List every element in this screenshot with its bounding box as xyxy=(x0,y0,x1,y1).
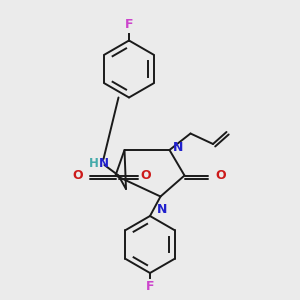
Text: N: N xyxy=(173,141,184,154)
Text: O: O xyxy=(73,169,83,182)
Text: N: N xyxy=(157,203,167,216)
Text: F: F xyxy=(146,280,154,292)
Text: F: F xyxy=(125,19,133,32)
Text: O: O xyxy=(140,169,151,182)
Text: O: O xyxy=(215,169,226,182)
Text: H: H xyxy=(89,157,99,170)
Text: N: N xyxy=(99,157,109,170)
